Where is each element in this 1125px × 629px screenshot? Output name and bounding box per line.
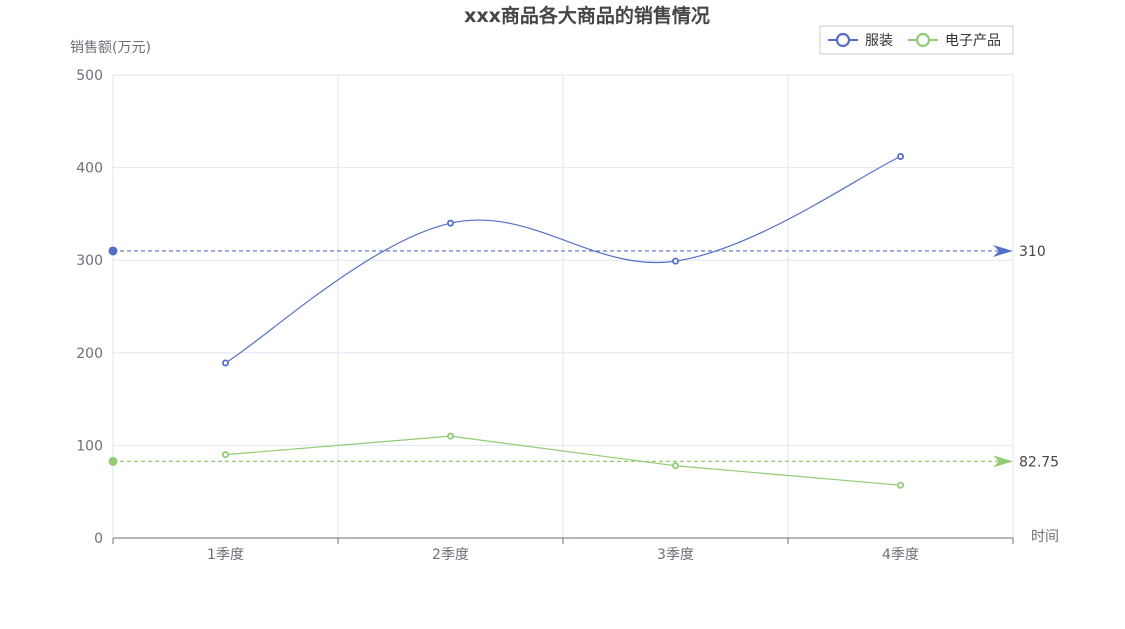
data-point (221, 359, 229, 367)
x-tick-label: 1季度 (207, 547, 244, 563)
data-point (446, 219, 454, 227)
data-point (672, 257, 680, 265)
average-line-arrow (993, 244, 1013, 257)
y-tick-label: 100 (76, 438, 103, 454)
legend-label: 电子产品 (945, 33, 1001, 49)
y-tick-label: 0 (94, 531, 103, 547)
data-point (672, 462, 680, 470)
y-tick-label: 400 (76, 161, 103, 177)
y-tick-label: 300 (76, 253, 103, 269)
average-line-label: 310 (1019, 244, 1046, 260)
chart-title: xxx商品各大商品的销售情况 (464, 4, 710, 27)
x-tick-label: 4季度 (882, 547, 919, 563)
legend-item-2[interactable]: 电子产品 (908, 32, 1001, 49)
series-line-2 (225, 435, 901, 486)
data-point (446, 432, 454, 440)
legend[interactable]: 服装 电子产品 (819, 25, 1014, 55)
legend-item-1[interactable]: 服装 (828, 32, 893, 49)
x-tick-label: 3季度 (657, 547, 694, 563)
data-point (221, 451, 229, 459)
data-point (897, 152, 905, 160)
legend-label: 服装 (865, 33, 893, 49)
data-point (897, 481, 905, 489)
grid (112, 74, 1014, 539)
average-line-arrow (993, 455, 1013, 468)
legend-marker-icon (915, 32, 931, 48)
x-axis-label: 时间 (1031, 529, 1059, 545)
x-tick-label: 2季度 (432, 547, 469, 563)
average-line-label: 82.75 (1019, 454, 1059, 470)
y-axis-label: 销售额(万元) (70, 40, 151, 56)
series-line-1 (225, 155, 901, 364)
y-tick-label: 200 (76, 346, 103, 362)
y-tick-label: 500 (76, 68, 103, 84)
series (221, 152, 905, 489)
axes: 0 100 200 300 400 500 1季度 2季度 3季度 4季度 (76, 68, 1014, 563)
average-lines: 310 82.75 (108, 244, 1059, 470)
legend-marker-icon (835, 32, 851, 48)
